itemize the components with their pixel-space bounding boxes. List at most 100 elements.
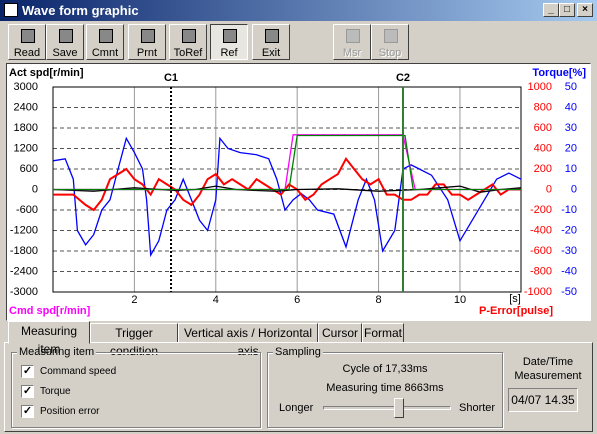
chart: 30002400180012006000-600-1200-1800-2400-… <box>9 67 586 317</box>
tab[interactable]: Vertical axis / Horizontal axis <box>178 323 318 358</box>
toolbar-button: Msr <box>333 24 371 60</box>
series-line <box>53 134 521 191</box>
close-button[interactable]: × <box>577 3 593 17</box>
y3-tick-label: -400 <box>530 224 552 236</box>
cycle-text: Cycle of 17,33ms <box>342 363 428 375</box>
y3-tick-label: 1000 <box>528 81 552 93</box>
checkbox-label: Position error <box>40 406 100 417</box>
x-tick-label: 4 <box>213 294 219 306</box>
tab-panel: Measuring item Sampling Cycle of 17,33ms… <box>4 342 593 432</box>
slider-label: Shorter <box>459 402 496 414</box>
y-tick-label: -600 <box>16 204 38 216</box>
sampling-group <box>267 352 503 428</box>
tab[interactable]: Measuring item <box>8 321 90 356</box>
button-icon <box>99 29 113 43</box>
button-icon <box>223 29 237 43</box>
y3-tick-label: -1000 <box>524 286 552 298</box>
toolbar-button: Stop <box>371 24 409 60</box>
toolbar-button[interactable]: Cmnt <box>86 24 124 60</box>
button-label: Stop <box>378 47 402 59</box>
checkbox-label: Command speed <box>40 366 117 377</box>
tab[interactable]: Trigger condition <box>90 323 178 358</box>
series-line <box>53 134 521 191</box>
slider-thumb[interactable] <box>394 398 404 418</box>
y-tick-label: 2400 <box>14 101 38 113</box>
group-title: Sampling <box>273 346 323 358</box>
y3-tick-label: 400 <box>534 142 552 154</box>
y-tick-label: -2400 <box>10 265 38 277</box>
button-label: Cmnt <box>91 47 119 59</box>
button-icon <box>182 29 196 43</box>
button-label: Prnt <box>136 47 158 59</box>
y2-axis-title: Torque[%] <box>532 67 586 79</box>
series-line <box>53 156 521 212</box>
y-tick-label: 1200 <box>14 142 38 154</box>
checkbox[interactable]: ✓ <box>21 365 34 378</box>
y-tick-label: -3000 <box>10 286 38 298</box>
button-label: Exit <box>261 47 281 59</box>
group-title: Measuring item <box>17 346 97 358</box>
button-icon <box>265 29 279 43</box>
x-unit: [s] <box>509 293 521 305</box>
y2-tick-label: 40 <box>565 101 577 113</box>
y3-tick-label: 800 <box>534 101 552 113</box>
y2-tick-label: -40 <box>561 265 577 277</box>
tab[interactable]: Format <box>362 323 404 343</box>
button-label: Read <box>13 47 41 59</box>
checkbox[interactable]: ✓ <box>21 385 34 398</box>
chart-panel: 3000 2400 1800 1200 600 0 -600 -1200 -1800 -2400-… <box>6 63 591 321</box>
maximize-button[interactable]: □ <box>559 3 575 17</box>
y-tick-label: 1800 <box>14 122 38 134</box>
minimize-button[interactable]: _ <box>543 3 559 17</box>
y3-axis-title: P-Error[pulse] <box>479 305 553 317</box>
measuring-group <box>11 352 261 428</box>
y3-tick-label: 0 <box>546 183 552 195</box>
y2-tick-label: 30 <box>565 122 577 134</box>
datetime-value: 04/07 14.35 <box>508 388 578 412</box>
toolbar-button[interactable]: ToRef <box>169 24 207 60</box>
button-icon <box>59 29 73 43</box>
toolbar-button[interactable]: Prnt <box>128 24 166 60</box>
y2-tick-label: -30 <box>561 245 577 257</box>
measuring-time-text: Measuring time 8663ms <box>326 382 444 394</box>
button-label: Save <box>52 47 78 59</box>
y3-tick-label: 600 <box>534 122 552 134</box>
y-tick-label: -1200 <box>10 224 38 236</box>
y2-tick-label: -50 <box>561 286 577 298</box>
button-icon <box>346 29 360 43</box>
y-tick-label: 3000 <box>14 81 38 93</box>
y3-tick-label: -800 <box>530 265 552 277</box>
toolbar-button[interactable]: Save <box>46 24 84 60</box>
slider-track <box>323 406 451 410</box>
cursor-label: C1 <box>164 72 178 84</box>
y3-tick-label: -600 <box>530 245 552 257</box>
toolbar-button[interactable]: Exit <box>252 24 290 60</box>
button-icon <box>384 29 398 43</box>
x-tick-label: 8 <box>376 294 382 306</box>
button-label: Ref <box>220 47 238 59</box>
y2-tick-label: 50 <box>565 81 577 93</box>
slider-label: Longer <box>279 402 314 414</box>
y2-tick-label: 10 <box>565 163 577 175</box>
y-axis-title: Act spd[r/min] <box>9 67 84 79</box>
tab[interactable]: Cursor <box>318 323 362 343</box>
y-tick-label: 600 <box>20 163 38 175</box>
y-tick-label: -1800 <box>10 245 38 257</box>
button-label: Msr <box>342 47 362 59</box>
x-tick-label: 2 <box>131 294 137 306</box>
y2-tick-label: 20 <box>565 142 577 154</box>
checkbox[interactable]: ✓ <box>21 405 34 418</box>
datetime-title: Date/Time Measurement <box>514 356 582 382</box>
title-bar: Wave form graphic <box>0 0 597 21</box>
x-tick-label: 10 <box>454 294 466 306</box>
toolbar-button[interactable]: Ref <box>210 24 248 60</box>
toolbar-button[interactable]: Read <box>8 24 46 60</box>
y2-tick-label: 0 <box>571 183 577 195</box>
y-axis-title-bottom: Cmd spd[r/min] <box>9 305 91 317</box>
x-tick-label: 6 <box>294 294 300 306</box>
cursor-label: C2 <box>396 72 410 84</box>
y2-tick-label: -10 <box>561 204 577 216</box>
button-icon <box>141 29 155 43</box>
y3-tick-label: 200 <box>534 163 552 175</box>
